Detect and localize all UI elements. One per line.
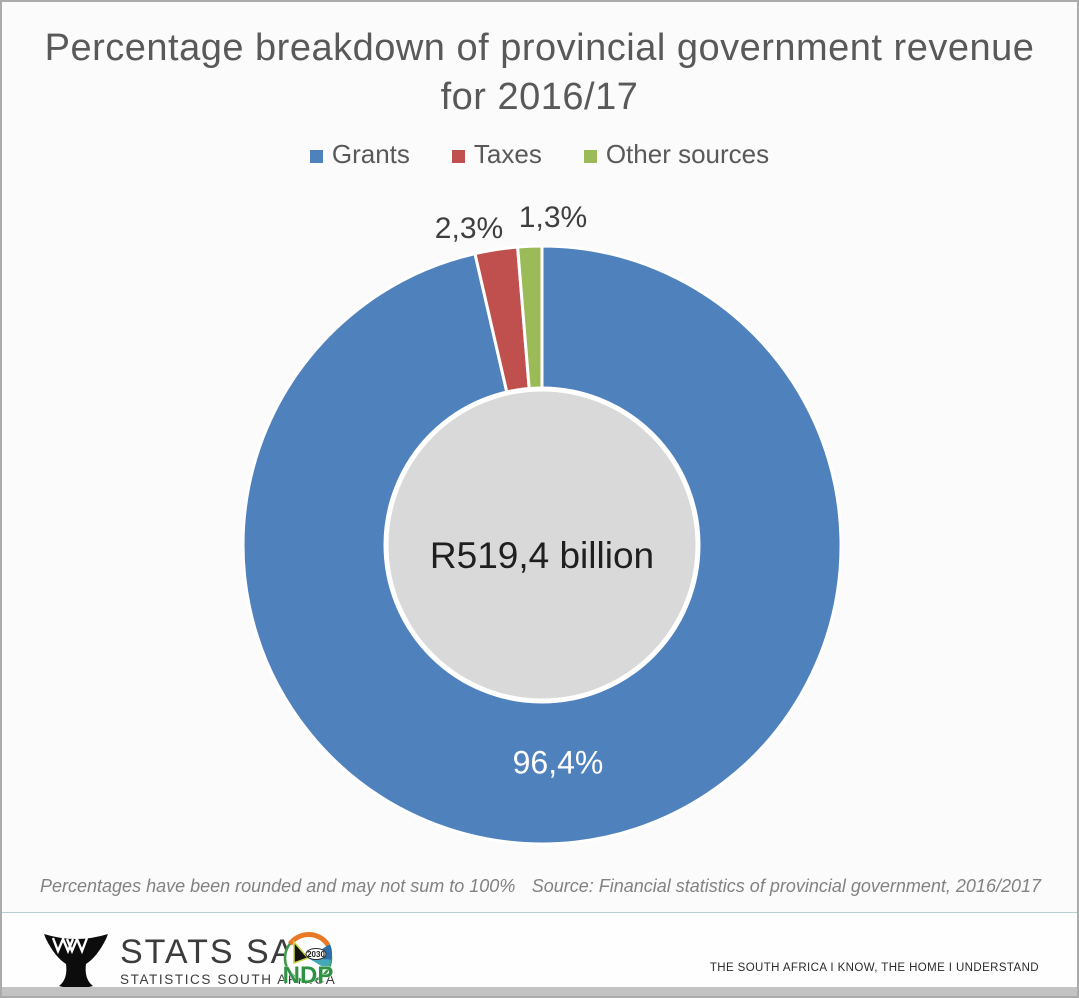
chart-title-line2: for 2016/17 (440, 76, 639, 119)
footnotes-row: Percentages have been rounded and may no… (2, 876, 1077, 897)
chart-title: Percentage breakdown of provincial gover… (2, 24, 1077, 123)
ndp-logo-icon: 2030 NDP (282, 931, 334, 989)
footer-slogan: THE SOUTH AFRICA I KNOW, THE HOME I UNDE… (709, 962, 1039, 974)
bottom-gray-band (2, 987, 1077, 996)
legend-swatch-other-sources-icon (583, 149, 597, 163)
statssa-name: STATS SA (120, 932, 296, 971)
legend-swatch-taxes-icon (451, 149, 465, 163)
legend-item-other-sources: Other sources (583, 139, 770, 170)
data-label-other-sources: 1,3% (518, 201, 588, 234)
footer-band (2, 913, 1077, 990)
data-label-taxes: 2,3% (434, 212, 504, 245)
donut-center-circle (383, 386, 701, 704)
data-label-grants: 96,4% (512, 744, 604, 781)
legend-swatch-grants-icon (309, 149, 323, 163)
legend-item-taxes: Taxes (451, 139, 542, 170)
statssa-logo: STATS SA STATISTICS SOUTH AFRICA (40, 932, 336, 990)
svg-text:NDP: NDP (283, 962, 334, 989)
statssa-subtitle: STATISTICS SOUTH AFRICA (120, 972, 337, 988)
chart-title-line1: Percentage breakdown of provincial gover… (44, 27, 1035, 69)
svg-text:2030: 2030 (307, 950, 325, 959)
statssa-logo-text: STATS SA STATISTICS SOUTH AFRICA (120, 932, 337, 988)
legend-item-grants: Grants (309, 139, 410, 170)
legend-label-other-sources: Other sources (605, 139, 770, 169)
footnote-rounding: Percentages have been rounded and may no… (40, 876, 516, 896)
donut-center-total: R519,4 billion (429, 535, 655, 576)
statssa-drum-icon (44, 934, 108, 989)
legend-label-taxes: Taxes (473, 139, 542, 169)
chart-legend: Grants Taxes Other sources (2, 139, 1077, 170)
footnote-source: Source: Financial statistics of provinci… (531, 876, 1041, 896)
footer-divider (2, 912, 1077, 913)
legend-label-grants: Grants (331, 139, 410, 169)
